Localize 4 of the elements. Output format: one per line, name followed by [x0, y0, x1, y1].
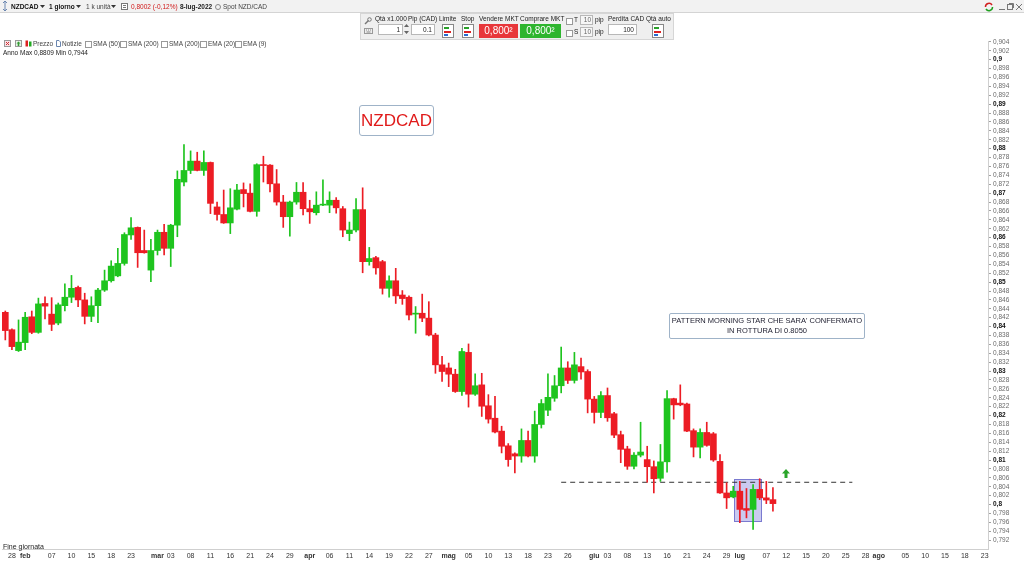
price-button: 0,800² [520, 24, 561, 38]
candlestick [365, 247, 373, 266]
title-box: NZDCAD [359, 105, 434, 136]
price-button: 0,800² [479, 24, 518, 38]
